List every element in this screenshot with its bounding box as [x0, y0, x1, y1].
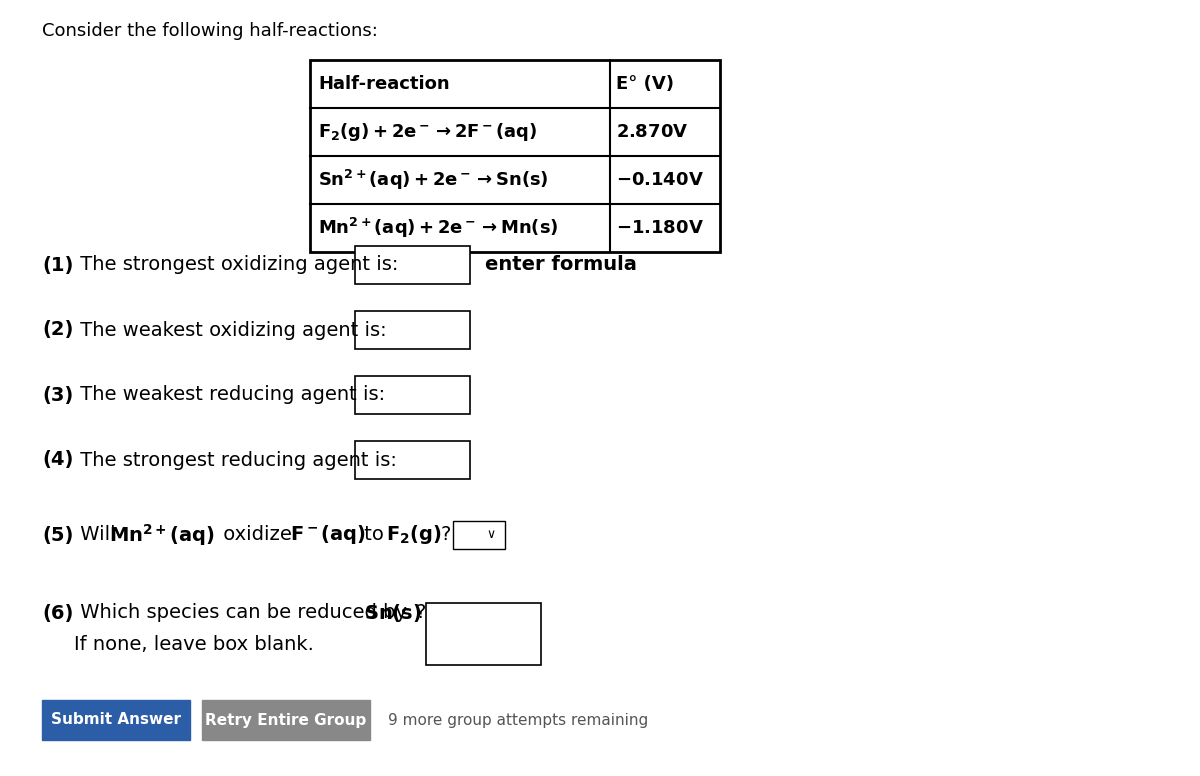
- Bar: [355, 441, 470, 479]
- Text: ?: ?: [442, 525, 451, 545]
- Bar: [355, 311, 470, 349]
- Bar: [42, 700, 190, 740]
- Text: (5): (5): [42, 525, 73, 545]
- Text: (1): (1): [42, 255, 73, 275]
- Text: $\mathbf{2.870V}$: $\mathbf{2.870V}$: [616, 123, 689, 141]
- Text: (3): (3): [42, 386, 73, 404]
- Text: $\mathbf{Sn^{2+}(aq) + 2e^- \rightarrow Sn(s)}$: $\mathbf{Sn^{2+}(aq) + 2e^- \rightarrow …: [318, 168, 548, 192]
- Text: Retry Entire Group: Retry Entire Group: [205, 712, 367, 728]
- Text: ∨: ∨: [486, 528, 496, 542]
- Text: oxidize: oxidize: [217, 525, 298, 545]
- Text: (6): (6): [42, 604, 73, 622]
- Text: The strongest reducing agent is:: The strongest reducing agent is:: [74, 451, 397, 469]
- Text: $\mathbf{F_2(g)}$: $\mathbf{F_2(g)}$: [386, 524, 442, 546]
- Text: If none, leave box blank.: If none, leave box blank.: [74, 636, 314, 654]
- Text: (4): (4): [42, 451, 73, 469]
- Text: The strongest oxidizing agent is:: The strongest oxidizing agent is:: [74, 255, 398, 275]
- Bar: [202, 700, 370, 740]
- Text: The weakest reducing agent is:: The weakest reducing agent is:: [74, 386, 385, 404]
- Text: Will: Will: [74, 525, 122, 545]
- Text: Half-reaction: Half-reaction: [318, 75, 450, 93]
- Bar: [454, 521, 505, 549]
- Text: $\mathbf{Sn(s)}$: $\mathbf{Sn(s)}$: [364, 602, 421, 624]
- Bar: [355, 246, 470, 284]
- Text: $\mathbf{-0.140V}$: $\mathbf{-0.140V}$: [616, 171, 704, 189]
- Text: ?: ?: [416, 604, 426, 622]
- Text: Which species can be reduced by: Which species can be reduced by: [74, 604, 413, 622]
- Bar: [426, 603, 541, 665]
- Text: (2): (2): [42, 320, 73, 340]
- Text: to: to: [358, 525, 390, 545]
- Text: $\mathbf{-1.180V}$: $\mathbf{-1.180V}$: [616, 219, 704, 237]
- Text: $\mathbf{F^-(aq)}$: $\mathbf{F^-(aq)}$: [290, 524, 366, 546]
- Text: The weakest oxidizing agent is:: The weakest oxidizing agent is:: [74, 320, 386, 340]
- Text: Consider the following half-reactions:: Consider the following half-reactions:: [42, 22, 378, 40]
- Text: $\mathbf{Mn^{2+}(aq) + 2e^- \rightarrow Mn(s)}$: $\mathbf{Mn^{2+}(aq) + 2e^- \rightarrow …: [318, 216, 559, 240]
- Text: enter formula: enter formula: [485, 255, 637, 275]
- Text: E° (V): E° (V): [616, 75, 674, 93]
- Text: 9 more group attempts remaining: 9 more group attempts remaining: [388, 712, 648, 728]
- Text: $\mathbf{F_2(g) + 2e^- \rightarrow 2F^-(aq)}$: $\mathbf{F_2(g) + 2e^- \rightarrow 2F^-(…: [318, 121, 538, 143]
- Bar: [310, 60, 720, 252]
- Text: Submit Answer: Submit Answer: [50, 712, 181, 728]
- Bar: [355, 376, 470, 414]
- Text: $\mathbf{Mn^{2+}(aq)}$: $\mathbf{Mn^{2+}(aq)}$: [109, 522, 215, 548]
